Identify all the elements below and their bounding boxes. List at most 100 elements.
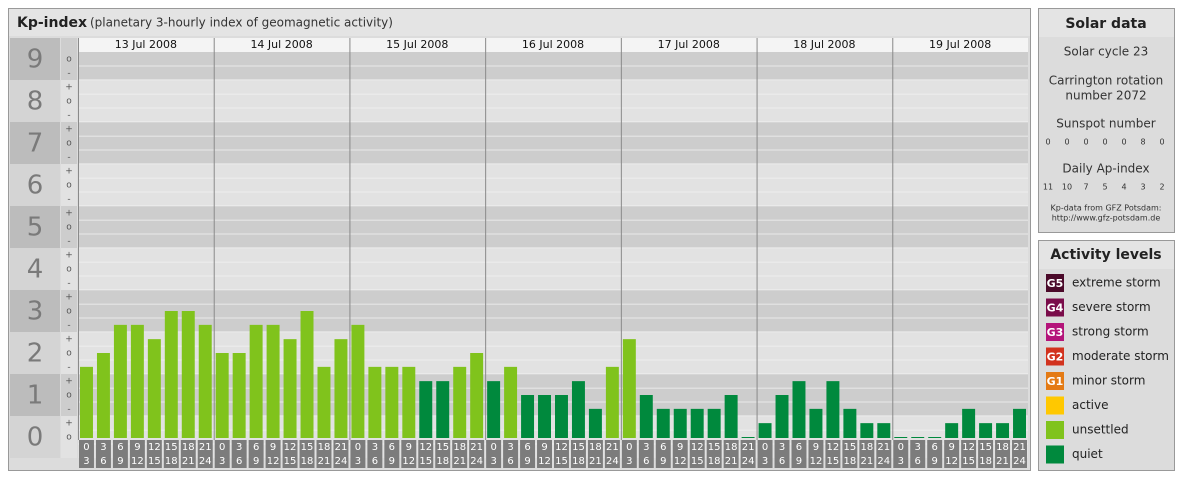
ap-values: 2	[1159, 183, 1164, 192]
hour-label: 12	[419, 442, 432, 453]
legend-badge: G1	[1047, 375, 1064, 388]
y-subtick-label: -	[67, 68, 70, 78]
y-subtick-label: o	[66, 265, 72, 275]
y-subtick-label: -	[67, 194, 70, 204]
hour-cell	[808, 440, 824, 468]
hour-cell	[79, 440, 94, 468]
y-subtick-label: o	[66, 139, 72, 149]
bar	[690, 408, 704, 438]
source-line: http://www.gfz-potsdam.de	[1052, 214, 1161, 223]
level-label-band	[10, 374, 60, 416]
ap-title: Daily Ap-index	[1062, 162, 1149, 176]
hour-label: 6	[507, 456, 513, 467]
hour-label: 18	[165, 456, 178, 467]
source-line: Kp-data from GFZ Potsdam:	[1051, 204, 1162, 213]
y-tick-label: 8	[27, 87, 44, 117]
bar	[1013, 408, 1026, 438]
hour-label: 3	[490, 456, 496, 467]
hour-label: 12	[538, 456, 551, 467]
y-subtick-label: +	[65, 335, 73, 345]
hour-label: 6	[779, 456, 785, 467]
hour-cell	[95, 440, 111, 468]
hour-label: 9	[796, 456, 802, 467]
sunspot-values: 0	[1102, 138, 1107, 147]
bar	[945, 423, 959, 438]
bar	[334, 339, 348, 438]
hour-label: 9	[117, 456, 123, 467]
hour-cell	[893, 440, 909, 468]
ap-values: 4	[1121, 183, 1126, 192]
hour-cell	[299, 440, 315, 468]
bar	[639, 395, 653, 438]
y-subtick-label: -	[67, 320, 70, 330]
bar	[877, 423, 891, 438]
y-tick-label: 6	[27, 171, 44, 201]
y-subtick-label: o	[66, 55, 72, 65]
y-subtick-label: o	[66, 391, 72, 401]
hour-label: 18	[708, 456, 721, 467]
bar	[470, 353, 484, 438]
hour-label: 12	[402, 456, 415, 467]
bar	[758, 423, 772, 438]
level-label-band	[10, 248, 60, 290]
day-label: 19 Jul 2008	[929, 38, 991, 51]
hour-label: 0	[898, 442, 904, 453]
sublabel-band	[61, 122, 77, 164]
hour-label: 0	[626, 442, 632, 453]
hour-label: 3	[626, 456, 632, 467]
hour-cell	[418, 440, 434, 468]
hour-cell	[367, 440, 383, 468]
hour-label: 3	[219, 456, 225, 467]
hour-label: 15	[284, 456, 297, 467]
level-label-band	[10, 206, 60, 248]
bar	[775, 395, 789, 438]
hour-label: 12	[674, 456, 687, 467]
bar	[453, 366, 467, 438]
hour-label: 21	[182, 456, 195, 467]
day-label: 14 Jul 2008	[250, 38, 312, 51]
y-subtick-label: o	[66, 307, 72, 317]
hour-cell	[689, 440, 705, 468]
hour-cell	[604, 440, 620, 468]
hour-cell	[180, 440, 196, 468]
hour-label: 0	[355, 442, 361, 453]
hour-cell	[570, 440, 586, 468]
hour-cell	[944, 440, 960, 468]
hour-cell	[672, 440, 688, 468]
hour-label: 3	[100, 442, 106, 453]
ap-values: 5	[1102, 183, 1107, 192]
sunspot-values: 8	[1140, 138, 1145, 147]
hour-label: 12	[827, 442, 840, 453]
day-header	[78, 38, 214, 52]
hour-label: 3	[355, 456, 361, 467]
y-subtick-label: +	[65, 251, 73, 261]
hour-label: 12	[691, 442, 704, 453]
hour-label: 3	[643, 442, 649, 453]
hour-label: 15	[419, 456, 432, 467]
hour-label: 9	[541, 442, 547, 453]
hour-label: 18	[725, 442, 738, 453]
bar	[130, 324, 144, 438]
y-tick-label: 7	[27, 129, 44, 159]
hour-label: 24	[742, 456, 755, 467]
hour-label: 6	[117, 442, 123, 453]
hour-cell	[401, 440, 417, 468]
hour-cell	[265, 440, 281, 468]
hour-cell	[350, 440, 366, 468]
hour-label: 3	[915, 442, 921, 453]
bar	[385, 366, 399, 438]
bar	[351, 324, 365, 438]
bar	[538, 395, 551, 438]
hour-label: 12	[131, 456, 144, 467]
hour-label: 12	[962, 442, 975, 453]
y-tick-label: 5	[27, 213, 44, 243]
hour-label: 18	[301, 456, 314, 467]
sublabel-band	[61, 290, 77, 332]
hour-cell	[520, 440, 536, 468]
legend-swatch	[1046, 445, 1064, 464]
hour-label: 6	[372, 456, 378, 467]
ap-values: 11	[1043, 183, 1053, 192]
hour-cell	[859, 440, 875, 468]
level-label-band	[10, 80, 60, 122]
hour-label: 12	[267, 456, 280, 467]
